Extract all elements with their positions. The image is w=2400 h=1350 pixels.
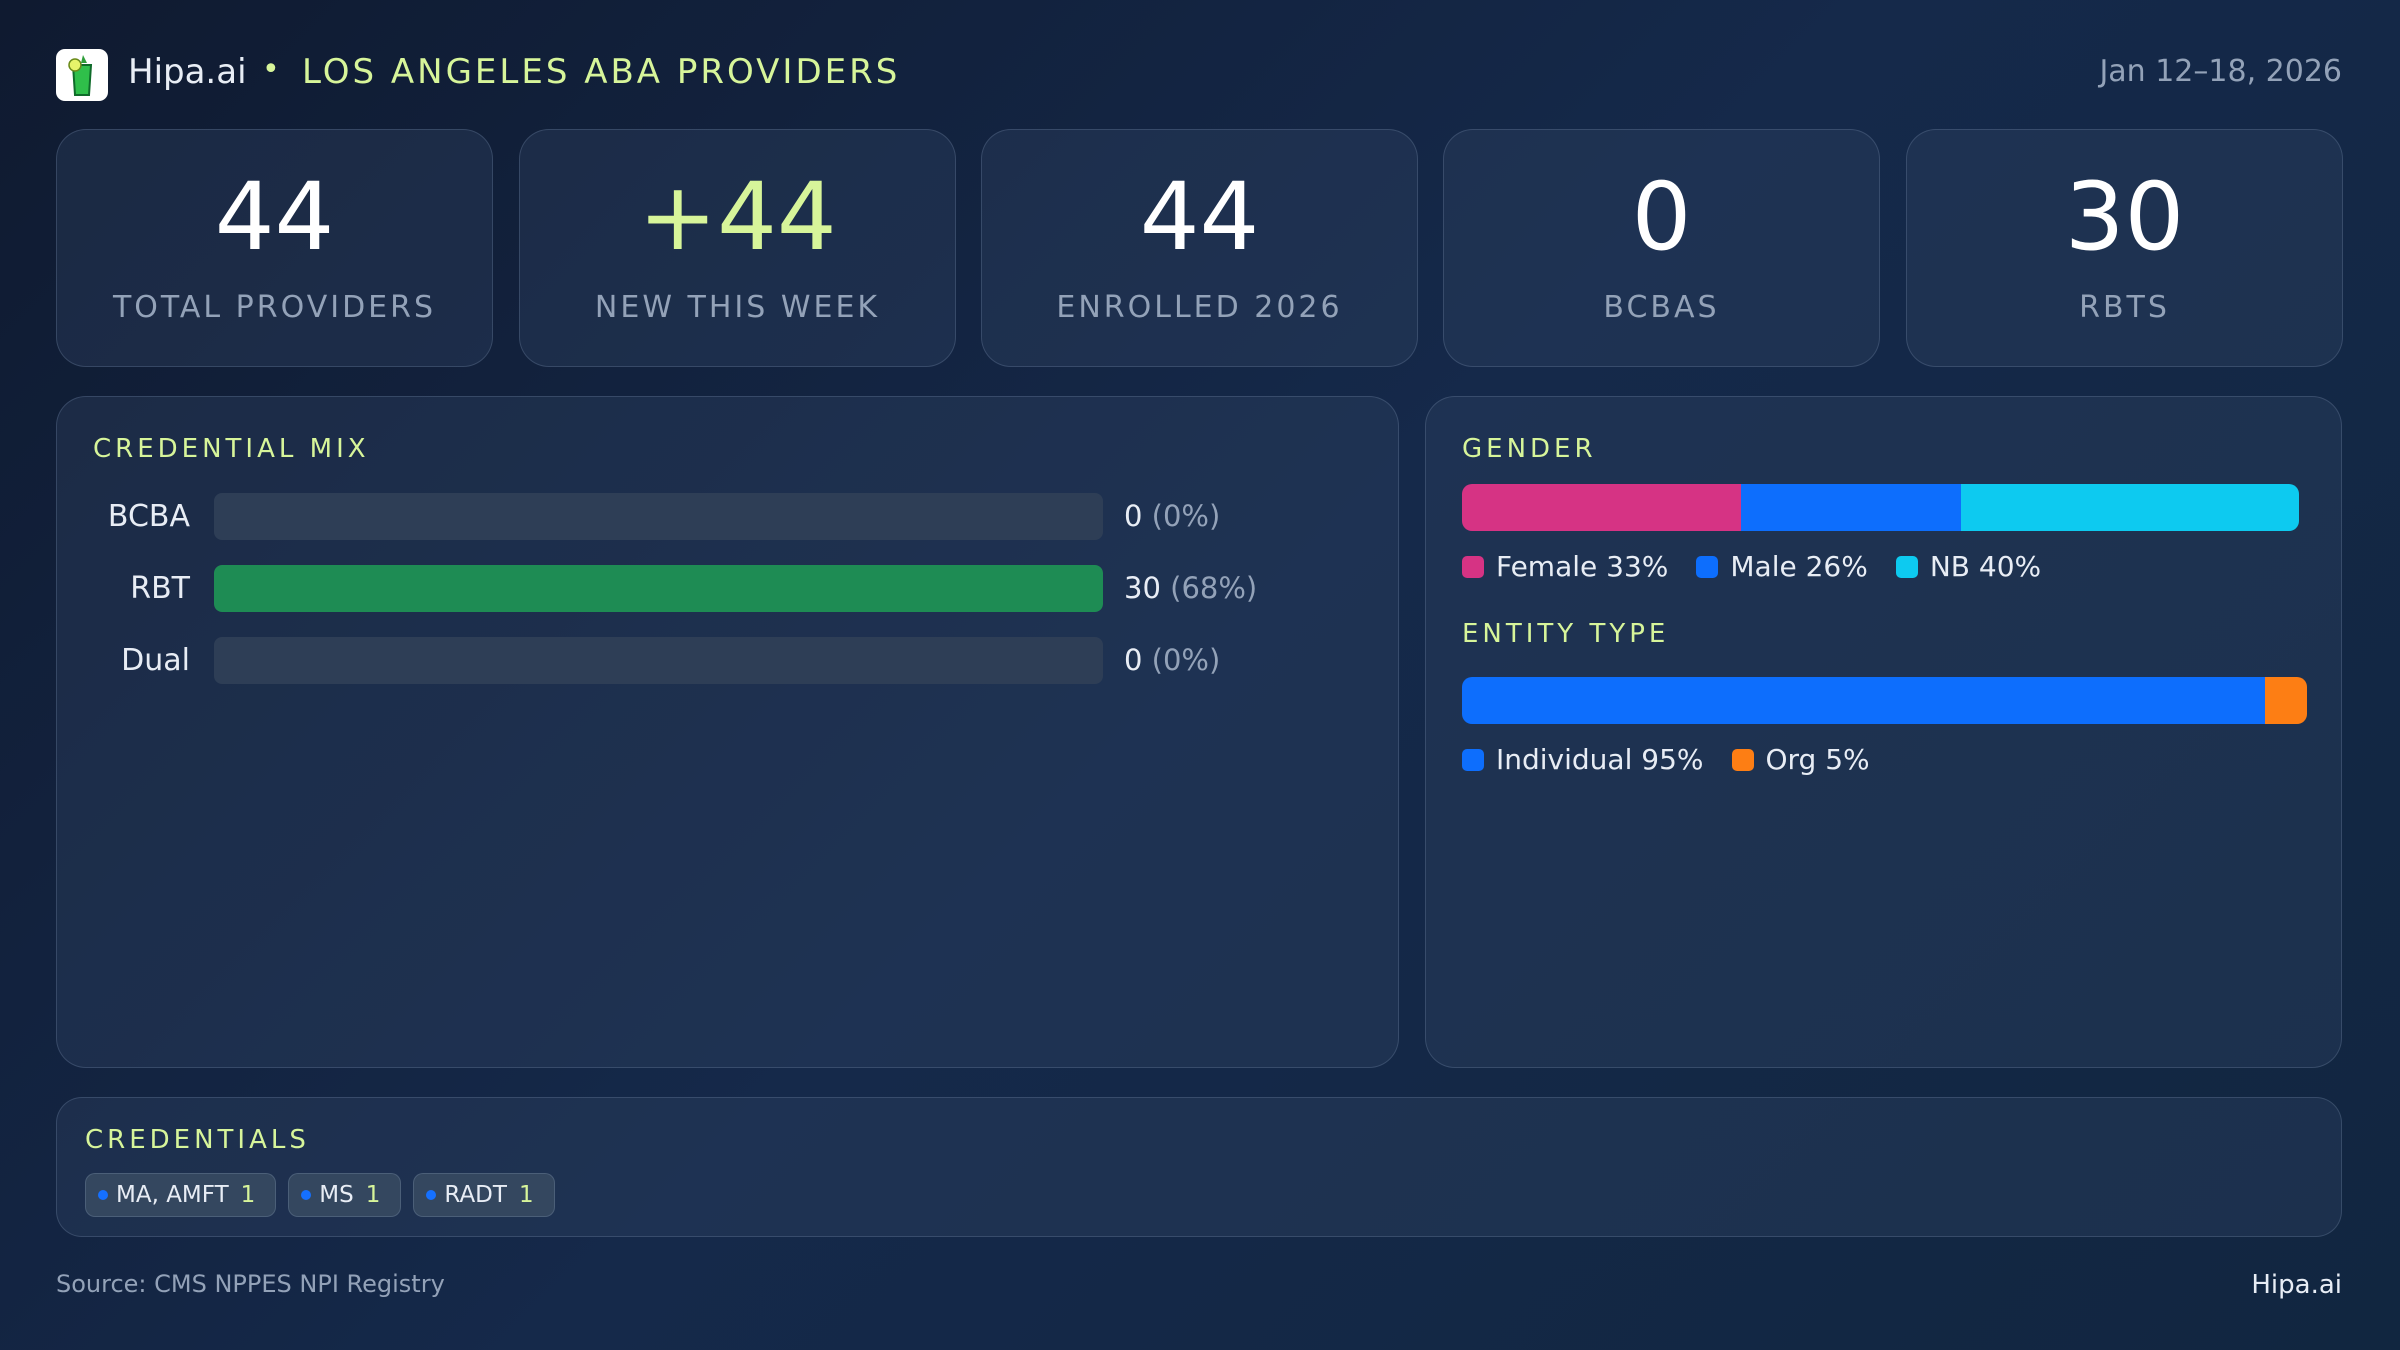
bar-track [214,565,1103,612]
legend-swatch [1895,555,1918,578]
bar-segment [2264,677,2307,724]
section-title: GENDER [1462,434,1597,464]
credential-chip[interactable]: RADT 1 [413,1173,555,1217]
kpi-enrolled-2026: 44 ENROLLED 2026 [981,129,1418,367]
bar-segment [1462,484,1741,531]
kpi-label: ENROLLED 2026 [1056,290,1343,325]
brand-name: Hipa.ai [128,52,247,92]
section-title: CREDENTIALS [85,1125,310,1155]
kpi-value: 44 [214,163,335,272]
bar-segment [1740,484,1961,531]
footer-brand: Hipa.ai [2251,1270,2342,1300]
kpi-total-providers: 44 TOTAL PROVIDERS [56,129,493,367]
row-value: 0 (0%) [1124,643,1220,677]
row-percent: (0%) [1151,499,1221,533]
hipa-logo [56,49,108,101]
bar-segment [1960,484,2299,531]
entity-legend: Individual 95% Org 5% [1462,743,1870,776]
kpi-new-this-week: +44 NEW THIS WEEK [519,129,956,367]
kpi-label: NEW THIS WEEK [594,290,881,325]
cocktail-glass-icon [68,55,93,96]
legend-label: NB 40% [1929,550,2042,583]
bar-track [214,637,1103,684]
legend-swatch [1462,748,1484,771]
legend-item: Individual 95% [1462,743,1704,776]
legend-label: Individual 95% [1496,743,1704,776]
credentials-panel: CREDENTIALS MA, AMFT 1 MS 1 RADT 1 [56,1097,2342,1237]
legend-swatch [1731,748,1754,771]
row-value: 0 (0%) [1124,499,1220,533]
gender-stacked-bar [1462,484,2299,531]
source-note: Source: CMS NPPES NPI Registry [56,1270,445,1298]
kpi-value: 30 [2064,163,2185,272]
row-label: Dual [121,643,190,678]
credential-chip[interactable]: MS 1 [288,1173,402,1217]
row-value: 30 (68%) [1124,571,1257,605]
chip-label: MS [319,1182,354,1208]
legend-swatch [1462,555,1484,578]
bar-fill [214,565,1103,612]
row-count: 0 [1124,499,1143,533]
row-count: 30 [1124,571,1161,605]
legend-item: Male 26% [1696,550,1868,583]
credential-row: BCBA 0 (0%) [57,493,1398,540]
credential-row: RBT 30 (68%) [57,565,1398,612]
chip-dot-icon [426,1190,437,1200]
header-separator: • [262,52,280,87]
entity-stacked-bar [1462,677,2307,724]
kpi-bcbas: 0 BCBAS [1443,129,1880,367]
credential-mix-panel: CREDENTIAL MIX BCBA 0 (0%) RBT 30 (68%) Dual… [56,396,1399,1068]
legend-label: Female 33% [1496,550,1669,583]
chip-count: 1 [240,1182,256,1208]
row-percent: (0%) [1151,643,1221,677]
credential-chip[interactable]: MA, AMFT 1 [85,1173,277,1217]
gender-legend: Female 33% Male 26% NB 40% [1462,550,2041,583]
row-percent: (68%) [1170,571,1258,605]
kpi-label: BCBAS [1603,290,1720,325]
section-title: CREDENTIAL MIX [93,434,370,464]
legend-swatch [1696,555,1719,578]
kpi-label: RBTS [2079,290,2170,325]
legend-item: Female 33% [1462,550,1668,583]
kpi-value: 44 [1139,163,1260,272]
legend-label: Org 5% [1765,743,1870,776]
chip-label: RADT [444,1182,507,1208]
demographics-panel: GENDER Female 33% Male 26% NB 40% ENTITY T… [1425,396,2342,1068]
legend-label: Male 26% [1730,550,1868,583]
row-count: 0 [1124,643,1143,677]
row-label: BCBA [107,499,190,534]
bar-track [214,493,1103,540]
kpi-value: +44 [638,163,837,272]
chip-count: 1 [518,1182,534,1208]
kpi-label: TOTAL PROVIDERS [112,290,437,325]
chip-count: 1 [365,1182,381,1208]
credential-row: Dual 0 (0%) [57,637,1398,684]
chip-label: MA, AMFT [116,1182,229,1208]
chip-dot-icon [301,1190,312,1200]
page-title: LOS ANGELES ABA PROVIDERS [302,52,901,92]
bar-segment [1462,677,2265,724]
chip-dot-icon [98,1190,108,1200]
kpi-value: 0 [1631,163,1692,272]
date-range: Jan 12–18, 2026 [2099,54,2342,89]
legend-item: NB 40% [1895,550,2042,583]
row-label: RBT [130,571,190,606]
legend-item: Org 5% [1731,743,1870,776]
section-title: ENTITY TYPE [1462,619,1670,649]
kpi-rbts: 30 RBTS [1906,129,2343,367]
